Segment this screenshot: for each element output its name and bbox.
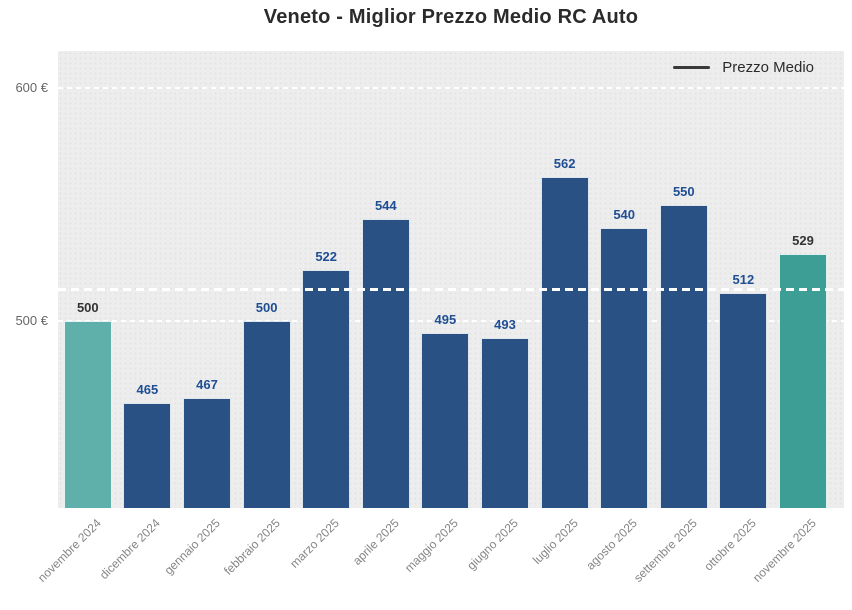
bar-value-label: 512 <box>732 272 755 288</box>
legend-line-icon <box>673 66 711 69</box>
bar-febbraio-2025 <box>242 321 291 508</box>
bar-value-label: 500 <box>255 300 278 316</box>
legend: Prezzo Medio <box>673 59 814 76</box>
y-tick-label: 600 € <box>15 80 48 96</box>
plot-area: Prezzo Medio 500 465 467 500 522 544 495 493 562… <box>58 51 844 508</box>
chart-title: Veneto - Miglior Prezzo Medio RC Auto <box>263 6 639 28</box>
bar-value-label: 562 <box>553 155 576 171</box>
bar-value-label: 467 <box>196 377 218 393</box>
bar-settembre-2025 <box>659 204 708 508</box>
gridline-600 <box>58 87 844 90</box>
bar-gennaio-2025 <box>183 398 231 508</box>
bar-aprile-2025 <box>361 218 410 508</box>
bar-value-label: 500 <box>76 300 99 316</box>
bar-value-label: 550 <box>672 183 695 199</box>
bar-value-label: 544 <box>374 197 397 213</box>
bar-maggio-2025 <box>421 333 470 508</box>
bar-value-label: 495 <box>434 312 457 328</box>
bar-marzo-2025 <box>302 270 351 508</box>
bar-value-label: 493 <box>494 316 516 332</box>
bar-luglio-2025 <box>540 176 589 508</box>
bar-giugno-2025 <box>481 337 529 508</box>
y-tick-label: 500 € <box>15 313 48 329</box>
bar-value-label: 522 <box>315 249 338 265</box>
bar-ottobre-2025 <box>719 293 768 508</box>
bar-value-label: 529 <box>792 232 814 248</box>
average-price-line <box>58 288 844 291</box>
bar-dicembre-2024 <box>123 403 172 508</box>
legend-label: Prezzo Medio <box>722 59 814 76</box>
bar-novembre-2024 <box>63 321 112 508</box>
bar-agosto-2025 <box>600 228 649 508</box>
bar-value-label: 540 <box>613 207 636 223</box>
bar-value-label: 465 <box>136 382 159 398</box>
gridline-500 <box>58 320 844 323</box>
bar-novembre-2025 <box>779 253 827 508</box>
